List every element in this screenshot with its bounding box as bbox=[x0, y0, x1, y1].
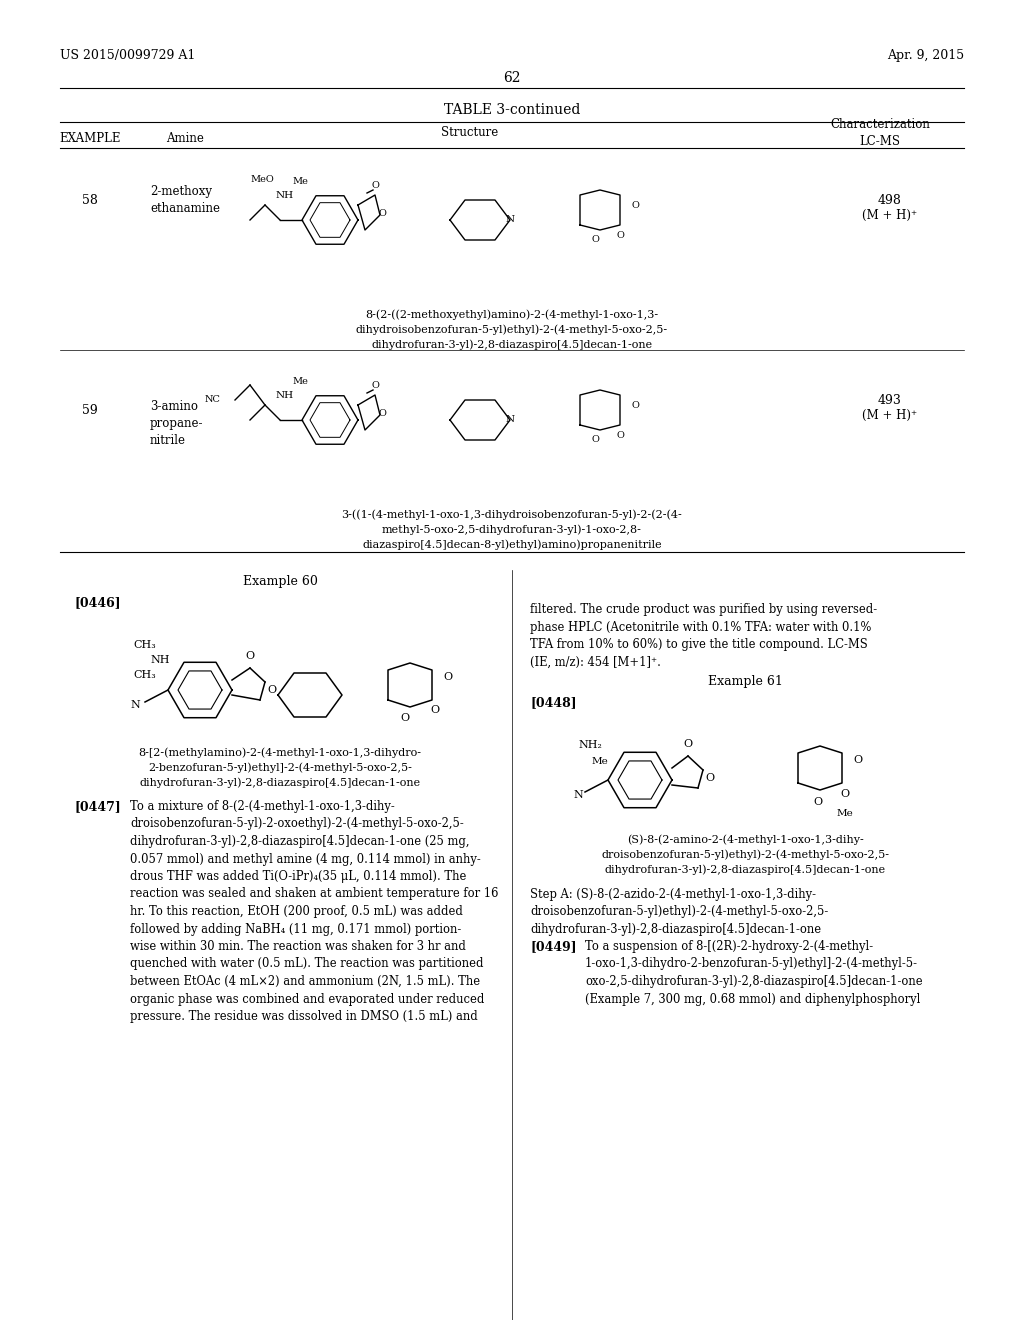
Text: [0449]: [0449] bbox=[530, 940, 577, 953]
Text: Me: Me bbox=[837, 809, 853, 818]
Text: N: N bbox=[506, 416, 515, 425]
Text: 493: 493 bbox=[878, 393, 902, 407]
Text: NC: NC bbox=[204, 396, 220, 404]
Text: O: O bbox=[631, 400, 639, 409]
Text: O: O bbox=[430, 705, 439, 715]
Text: O: O bbox=[813, 797, 822, 807]
Text: O: O bbox=[616, 231, 624, 239]
Text: O: O bbox=[631, 201, 639, 210]
Text: O: O bbox=[267, 685, 276, 696]
Text: O: O bbox=[371, 380, 379, 389]
Text: 8-(2-((2-methoxyethyl)amino)-2-(4-methyl-1-oxo-1,3-
dihydroisobenzofuran-5-yl)et: 8-(2-((2-methoxyethyl)amino)-2-(4-methyl… bbox=[356, 310, 668, 350]
Text: Example 61: Example 61 bbox=[708, 676, 782, 689]
Text: 3-amino
propane-
nitrile: 3-amino propane- nitrile bbox=[150, 400, 204, 447]
Text: To a mixture of 8-(2-(4-methyl-1-oxo-1,3-dihy-
droisobenzofuran-5-yl)-2-oxoethyl: To a mixture of 8-(2-(4-methyl-1-oxo-1,3… bbox=[130, 800, 499, 1023]
Text: O: O bbox=[616, 430, 624, 440]
Text: 498: 498 bbox=[878, 194, 902, 206]
Text: CH₃: CH₃ bbox=[133, 640, 157, 649]
Text: 58: 58 bbox=[82, 194, 98, 206]
Text: Structure: Structure bbox=[441, 127, 499, 140]
Text: 3-((1-(4-methyl-1-oxo-1,3-dihydroisobenzofuran-5-yl)-2-(2-(4-
methyl-5-oxo-2,5-d: 3-((1-(4-methyl-1-oxo-1,3-dihydroisobenz… bbox=[342, 510, 682, 550]
Text: filtered. The crude product was purified by using reversed-
phase HPLC (Acetonit: filtered. The crude product was purified… bbox=[530, 603, 878, 668]
Text: To a suspension of 8-[(2R)-2-hydroxy-2-(4-methyl-
1-oxo-1,3-dihydro-2-benzofuran: To a suspension of 8-[(2R)-2-hydroxy-2-(… bbox=[585, 940, 923, 1006]
Text: O: O bbox=[591, 436, 599, 445]
Text: NH: NH bbox=[275, 190, 294, 199]
Text: O: O bbox=[853, 755, 862, 766]
Text: 2-methoxy
ethanamine: 2-methoxy ethanamine bbox=[150, 185, 220, 215]
Text: TABLE 3-continued: TABLE 3-continued bbox=[443, 103, 581, 117]
Text: NH: NH bbox=[151, 655, 170, 665]
Text: O: O bbox=[371, 181, 379, 190]
Text: Step A: (S)-8-(2-azido-2-(4-methyl-1-oxo-1,3-dihy-
droisobenzofuran-5-yl)ethyl)-: Step A: (S)-8-(2-azido-2-(4-methyl-1-oxo… bbox=[530, 888, 828, 936]
Text: O: O bbox=[591, 235, 599, 244]
Text: 59: 59 bbox=[82, 404, 98, 417]
Text: NH: NH bbox=[275, 391, 294, 400]
Text: N: N bbox=[130, 700, 140, 710]
Text: O: O bbox=[683, 739, 692, 748]
Text: 62: 62 bbox=[503, 71, 521, 84]
Text: Characterization
LC-MS: Characterization LC-MS bbox=[830, 117, 930, 148]
Text: O: O bbox=[706, 774, 715, 783]
Text: [0448]: [0448] bbox=[530, 697, 577, 710]
Text: [0446]: [0446] bbox=[75, 597, 122, 610]
Text: (M + H)⁺: (M + H)⁺ bbox=[862, 209, 918, 222]
Text: Amine: Amine bbox=[166, 132, 204, 144]
Text: O: O bbox=[246, 651, 255, 661]
Text: NH₂: NH₂ bbox=[579, 741, 602, 750]
Text: 8-[2-(methylamino)-2-(4-methyl-1-oxo-1,3-dihydro-
2-benzofuran-5-yl)ethyl]-2-(4-: 8-[2-(methylamino)-2-(4-methyl-1-oxo-1,3… bbox=[138, 748, 422, 788]
Text: [0447]: [0447] bbox=[75, 800, 122, 813]
Text: Example 60: Example 60 bbox=[243, 576, 317, 589]
Text: O: O bbox=[400, 713, 410, 723]
Text: CH₃: CH₃ bbox=[133, 671, 157, 680]
Text: Me: Me bbox=[292, 378, 308, 387]
Text: N: N bbox=[573, 789, 583, 800]
Text: O: O bbox=[443, 672, 453, 682]
Text: (M + H)⁺: (M + H)⁺ bbox=[862, 408, 918, 421]
Text: Apr. 9, 2015: Apr. 9, 2015 bbox=[887, 49, 964, 62]
Text: Me: Me bbox=[292, 177, 308, 186]
Text: N: N bbox=[506, 215, 515, 224]
Text: Me: Me bbox=[592, 758, 608, 767]
Text: O: O bbox=[378, 209, 386, 218]
Text: O: O bbox=[841, 789, 850, 799]
Text: O: O bbox=[378, 408, 386, 417]
Text: MeO: MeO bbox=[250, 176, 273, 185]
Text: US 2015/0099729 A1: US 2015/0099729 A1 bbox=[60, 49, 196, 62]
Text: (S)-8-(2-amino-2-(4-methyl-1-oxo-1,3-dihy-
droisobenzofuran-5-yl)ethyl)-2-(4-met: (S)-8-(2-amino-2-(4-methyl-1-oxo-1,3-dih… bbox=[601, 834, 889, 875]
Text: EXAMPLE: EXAMPLE bbox=[59, 132, 121, 144]
